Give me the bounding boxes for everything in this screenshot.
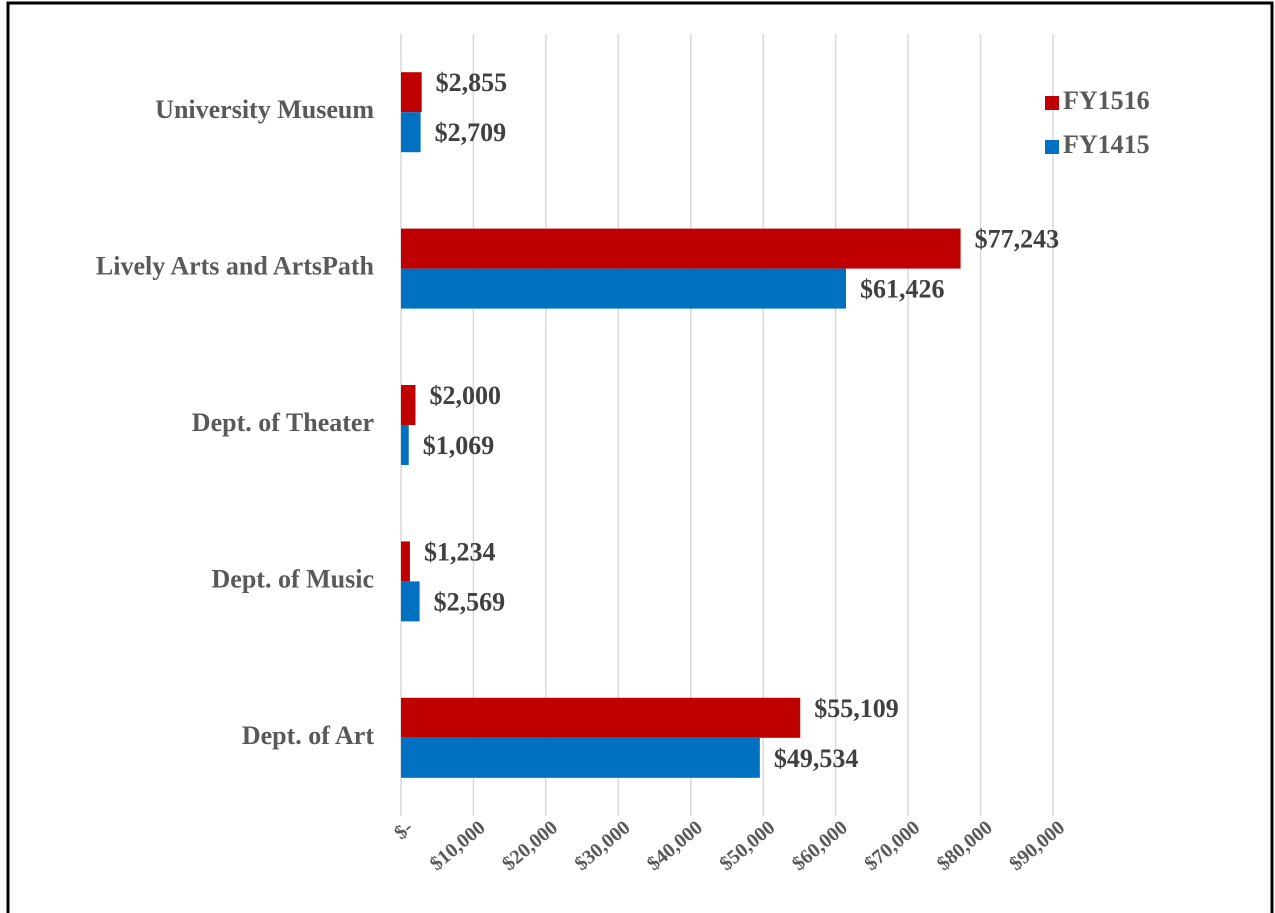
data-label: $77,243 xyxy=(975,225,1060,254)
x-tick-label: $60,000 xyxy=(788,816,852,875)
bar xyxy=(401,697,801,738)
bar xyxy=(401,385,416,425)
x-tick-label: $10,000 xyxy=(426,816,490,875)
x-tick-label: $40,000 xyxy=(643,816,707,875)
bar xyxy=(401,541,410,582)
data-label: $2,855 xyxy=(436,68,508,97)
bar xyxy=(401,268,846,309)
x-tick-label: $90,000 xyxy=(1005,816,1069,875)
legend-swatch xyxy=(1045,140,1059,154)
data-label: $61,426 xyxy=(860,275,945,304)
bar xyxy=(401,72,422,113)
x-tick-label: $30,000 xyxy=(571,816,635,875)
data-label: $55,109 xyxy=(814,694,899,723)
bar xyxy=(401,581,420,622)
data-label: $2,709 xyxy=(435,118,507,147)
legend-label: FY1516 xyxy=(1063,86,1150,115)
x-tick-label: $50,000 xyxy=(715,816,779,875)
data-label: $2,000 xyxy=(429,381,501,410)
bar xyxy=(401,737,760,778)
category-label: Dept. of Music xyxy=(212,564,374,593)
bar xyxy=(401,112,421,153)
x-tick-label: $70,000 xyxy=(860,816,924,875)
category-label: University Museum xyxy=(155,95,374,124)
category-label: Lively Arts and ArtsPath xyxy=(96,252,375,281)
data-label: $49,534 xyxy=(774,744,859,773)
legend-swatch xyxy=(1045,96,1059,110)
legend-label: FY1415 xyxy=(1063,130,1150,159)
category-label: Dept. of Theater xyxy=(192,408,374,437)
bar xyxy=(401,425,409,465)
data-label: $1,069 xyxy=(423,431,495,460)
bar xyxy=(401,228,961,269)
data-label: $1,234 xyxy=(424,537,496,566)
category-label: Dept. of Art xyxy=(242,721,374,750)
x-tick-label: $20,000 xyxy=(498,816,562,875)
chart-border xyxy=(6,1,1274,913)
x-tick-label: $80,000 xyxy=(933,816,997,875)
data-label: $2,569 xyxy=(434,587,506,616)
x-tick-label: $- xyxy=(390,816,417,844)
